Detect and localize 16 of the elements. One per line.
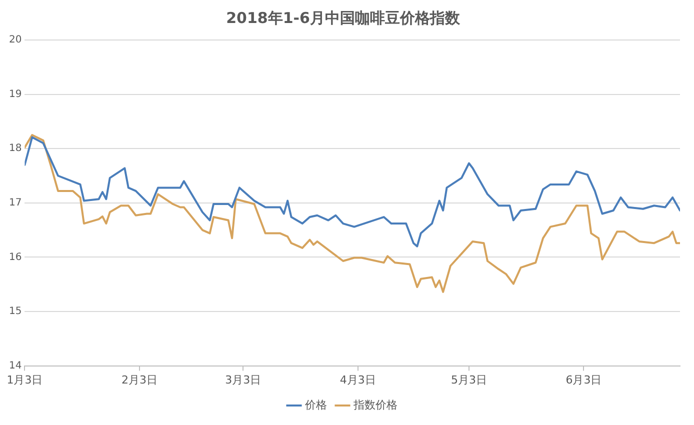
y-tick-label: 18 xyxy=(8,143,22,154)
y-tick-label: 20 xyxy=(8,34,22,46)
x-tick-label: 5月3日 xyxy=(450,373,487,386)
legend-label: 价格 xyxy=(304,398,327,412)
x-tick-label: 2月3日 xyxy=(121,373,158,386)
y-tick-label: 14 xyxy=(8,360,22,372)
chart-title: 2018年1-6月中国咖啡豆价格指数 xyxy=(226,8,461,27)
y-tick-label: 19 xyxy=(8,88,22,100)
y-tick-label: 17 xyxy=(8,197,22,208)
x-tick-label: 6月3日 xyxy=(566,373,602,386)
x-tick-label: 3月3日 xyxy=(225,373,262,386)
y-tick-label: 15 xyxy=(8,306,22,318)
x-tick-label: 1月3日 xyxy=(6,373,43,386)
legend-label: 指数价格 xyxy=(352,398,398,412)
y-tick-label: 16 xyxy=(8,252,22,263)
x-tick-label: 4月3日 xyxy=(340,373,376,386)
